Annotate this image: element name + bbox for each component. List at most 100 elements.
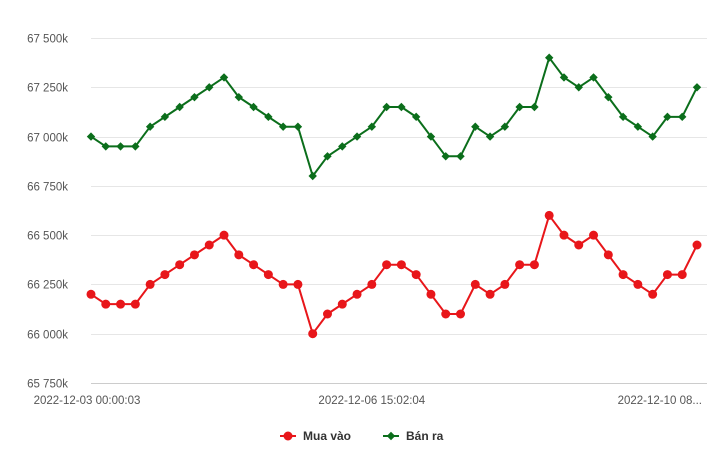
legend-marker-diamond: [386, 431, 396, 441]
data-point[interactable]: [411, 112, 421, 122]
data-point[interactable]: [411, 270, 421, 280]
data-point[interactable]: [322, 309, 332, 319]
y-tick-label: 66 250k: [27, 280, 68, 292]
y-tick-label: 65 750k: [27, 379, 68, 391]
data-point[interactable]: [397, 102, 406, 112]
data-point[interactable]: [603, 250, 613, 260]
data-point[interactable]: [441, 309, 451, 319]
data-point[interactable]: [219, 230, 229, 240]
data-point[interactable]: [662, 270, 672, 280]
data-point[interactable]: [618, 112, 628, 122]
data-point[interactable]: [130, 299, 140, 309]
data-point[interactable]: [278, 122, 288, 131]
legend-marker-circle: [283, 431, 293, 441]
data-point[interactable]: [648, 132, 657, 141]
data-point[interactable]: [456, 309, 466, 319]
data-point[interactable]: [426, 132, 436, 141]
data-point[interactable]: [574, 83, 583, 92]
data-point[interactable]: [189, 250, 199, 260]
data-point[interactable]: [589, 73, 598, 82]
y-tick-label: 67 500k: [27, 34, 68, 46]
data-point[interactable]: [234, 92, 244, 102]
data-point[interactable]: [337, 299, 347, 309]
data-point[interactable]: [456, 152, 465, 161]
data-point[interactable]: [396, 260, 406, 270]
data-point[interactable]: [515, 102, 524, 112]
data-point[interactable]: [249, 260, 259, 270]
data-point[interactable]: [604, 92, 613, 102]
data-point[interactable]: [530, 102, 539, 112]
data-point[interactable]: [485, 132, 495, 141]
y-tick-label: 66 000k: [27, 330, 68, 342]
series-group: [86, 53, 702, 339]
data-point[interactable]: [544, 210, 554, 220]
data-point[interactable]: [264, 112, 273, 122]
data-point[interactable]: [352, 132, 362, 141]
data-point[interactable]: [219, 73, 229, 82]
data-point[interactable]: [160, 112, 170, 122]
data-point[interactable]: [367, 122, 377, 131]
data-point[interactable]: [175, 260, 185, 270]
data-point[interactable]: [692, 240, 702, 250]
data-point[interactable]: [426, 289, 436, 299]
data-point[interactable]: [367, 279, 377, 289]
data-point[interactable]: [293, 122, 303, 131]
data-point[interactable]: [633, 122, 643, 131]
data-point[interactable]: [678, 112, 687, 122]
data-point[interactable]: [574, 240, 584, 250]
data-point[interactable]: [677, 270, 687, 280]
legend-item-1[interactable]: Mua vào: [280, 429, 351, 443]
data-point[interactable]: [308, 329, 318, 339]
data-point[interactable]: [145, 279, 155, 289]
data-point[interactable]: [116, 142, 125, 151]
data-point[interactable]: [633, 279, 643, 289]
data-point[interactable]: [160, 270, 170, 280]
data-point[interactable]: [544, 53, 554, 62]
legend-item-2[interactable]: Bán ra: [383, 429, 444, 443]
legend[interactable]: Mua vào Bán ra: [280, 429, 444, 443]
data-point[interactable]: [589, 230, 599, 240]
data-point[interactable]: [382, 102, 391, 112]
data-point[interactable]: [234, 250, 244, 260]
data-point[interactable]: [441, 152, 450, 161]
data-point[interactable]: [648, 289, 658, 299]
y-tick-label: 67 000k: [27, 133, 68, 145]
data-point[interactable]: [352, 289, 362, 299]
data-point[interactable]: [263, 270, 273, 280]
data-point[interactable]: [515, 260, 525, 270]
y-tick-label: 67 250k: [27, 83, 68, 95]
data-point[interactable]: [500, 122, 510, 131]
data-point[interactable]: [485, 289, 495, 299]
data-point[interactable]: [86, 132, 96, 141]
data-point[interactable]: [338, 142, 347, 151]
x-tick-label: 2022-12-06 15:02:04: [318, 395, 425, 407]
data-point[interactable]: [323, 152, 332, 161]
data-point[interactable]: [205, 83, 214, 92]
data-point[interactable]: [249, 102, 258, 112]
data-point[interactable]: [500, 279, 510, 289]
data-point[interactable]: [618, 270, 628, 280]
data-point[interactable]: [116, 299, 126, 309]
data-point[interactable]: [692, 83, 702, 92]
data-point[interactable]: [190, 92, 199, 102]
x-tick-label: 2022-12-10 08...: [618, 395, 702, 407]
data-point[interactable]: [145, 122, 155, 131]
data-point[interactable]: [529, 260, 539, 270]
y-axis: 65 750k 66 000k 66 250k 66 500k 66 750k 67 00…: [27, 34, 68, 391]
data-point[interactable]: [278, 279, 288, 289]
series-line-2: [90, 56, 698, 177]
data-point[interactable]: [471, 122, 480, 131]
data-point[interactable]: [131, 142, 140, 151]
data-point[interactable]: [382, 260, 392, 270]
data-point[interactable]: [663, 112, 672, 122]
data-point[interactable]: [559, 230, 569, 240]
data-point[interactable]: [175, 102, 184, 112]
data-point[interactable]: [559, 73, 569, 82]
data-point[interactable]: [101, 142, 110, 151]
data-point[interactable]: [204, 240, 214, 250]
data-point[interactable]: [86, 289, 96, 299]
data-point[interactable]: [308, 171, 317, 181]
data-point[interactable]: [101, 299, 111, 309]
data-point[interactable]: [470, 279, 480, 289]
data-point[interactable]: [293, 279, 303, 289]
